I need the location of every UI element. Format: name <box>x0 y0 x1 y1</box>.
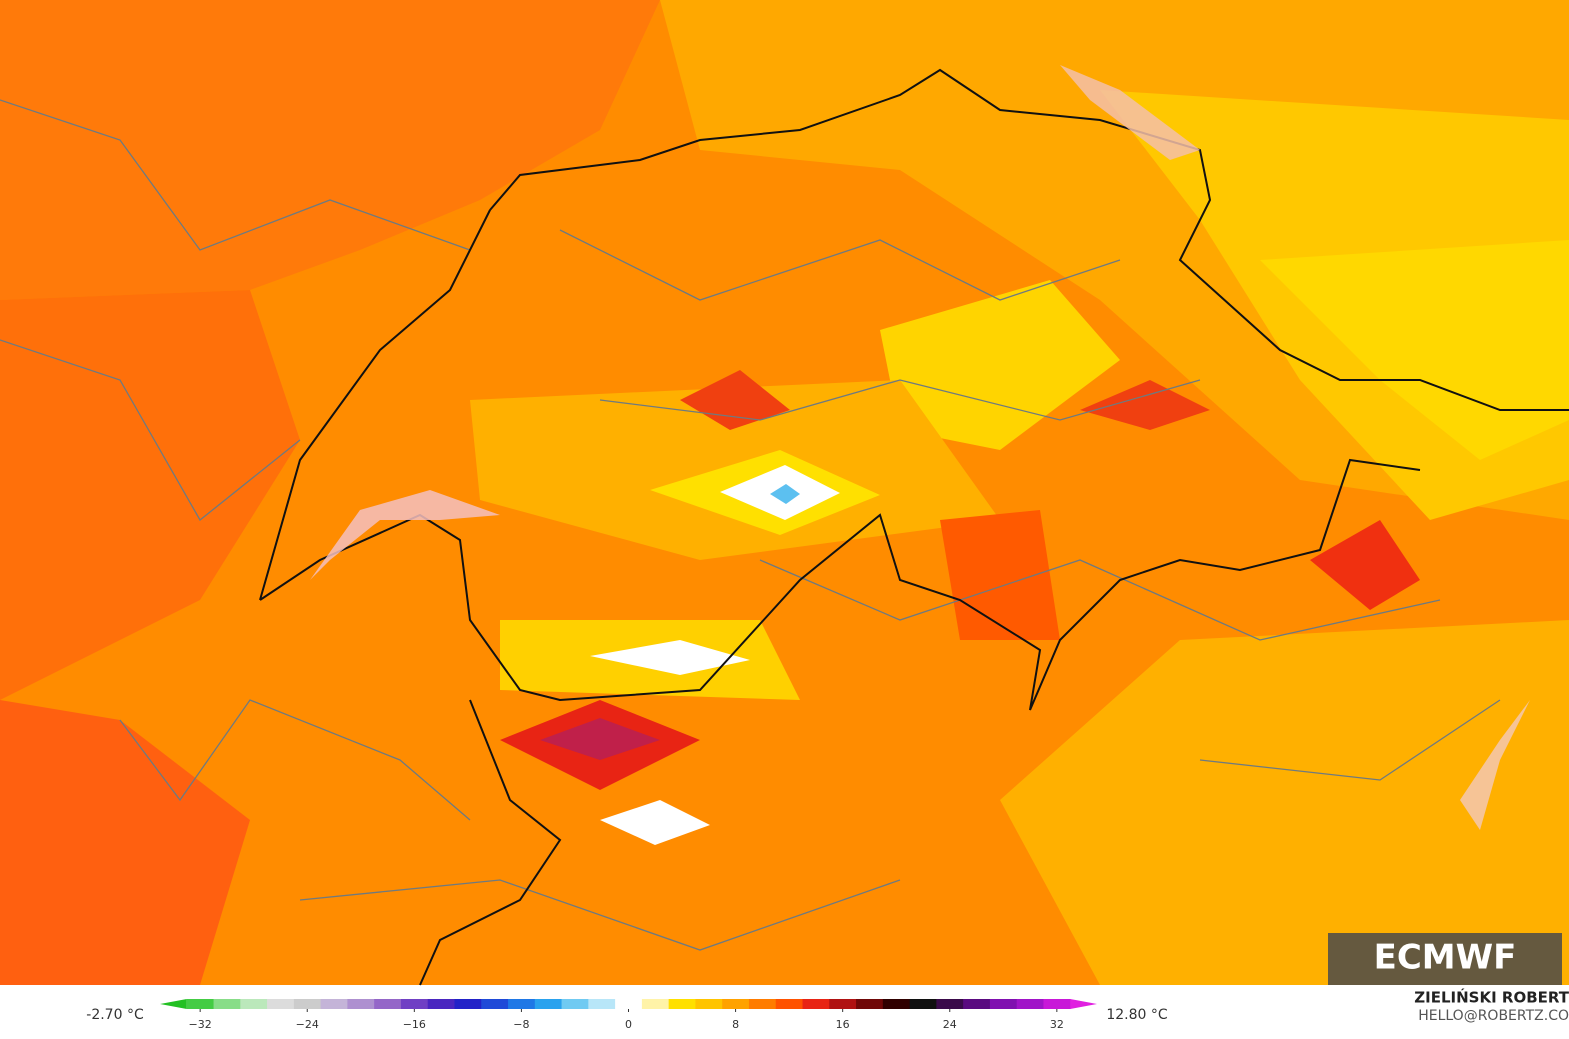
colorbar-tick-label: 32 <box>1050 1018 1064 1031</box>
colorbar-segment <box>481 999 509 1009</box>
contour-area <box>880 280 1120 450</box>
colorbar-segment <box>668 999 696 1009</box>
colorbar-tick-label: −8 <box>513 1018 529 1031</box>
colorbar-segment <box>427 999 455 1009</box>
contour-area <box>0 700 250 985</box>
colorbar-segment <box>293 999 322 1009</box>
credit-contact: HELLO@ROBERTZ.CO <box>1418 1008 1569 1024</box>
credit-name: ZIELIŃSKI ROBERT <box>1414 988 1569 1007</box>
colorbar-tick-label: 24 <box>943 1018 957 1031</box>
colorbar-segment <box>454 999 482 1009</box>
colorbar-tick-label: −24 <box>296 1018 319 1031</box>
colorbar-tick-label: −32 <box>189 1018 212 1031</box>
colorbar-segment <box>534 999 563 1009</box>
colorbar-segment <box>320 999 348 1009</box>
colorbar-segment <box>882 999 911 1009</box>
colorbar-segment <box>775 999 804 1009</box>
country-border <box>259 68 1569 986</box>
colorbar-segment <box>160 999 187 1009</box>
colorbar-segment <box>936 999 964 1009</box>
colorbar-segment <box>588 999 616 1009</box>
contour-area <box>0 290 300 700</box>
colorbar-segment <box>561 999 589 1009</box>
colorbar: −32 −24 −16 −8 0 8 16 24 32 <box>160 999 1097 1031</box>
contour-area <box>600 800 710 845</box>
colorbar-segment <box>856 999 884 1009</box>
contour-area <box>770 484 800 504</box>
colorbar-segment <box>374 999 402 1009</box>
logo-box <box>1328 933 1562 985</box>
colorbar-segment <box>1016 999 1044 1009</box>
colorbar-tick-label: 0 <box>625 1018 632 1031</box>
colorbar-segment <box>829 999 857 1009</box>
temperature-map <box>0 0 1569 986</box>
contour-area <box>1260 240 1569 460</box>
colorbar-segment <box>186 999 215 1009</box>
lake <box>310 490 500 580</box>
lake <box>1060 65 1200 160</box>
colorbar-tick-label: 16 <box>836 1018 850 1031</box>
colorbar-tick-label: 8 <box>732 1018 739 1031</box>
max-label: 12.80 °C <box>1106 1007 1168 1023</box>
colorbar-tick-label: −16 <box>403 1018 426 1031</box>
colorbar-segment <box>1043 999 1071 1009</box>
colorbar-segment <box>748 999 777 1009</box>
min-label: -2.70 °C <box>86 1007 144 1023</box>
region-border <box>0 99 1501 951</box>
colorbar-segment <box>347 999 375 1009</box>
contour-area <box>0 0 660 300</box>
colorbar-segment <box>400 999 429 1009</box>
colorbar-segment <box>802 999 830 1009</box>
contour-area <box>1080 380 1210 430</box>
colorbar-segment <box>695 999 723 1009</box>
contour-area <box>1000 620 1569 985</box>
colorbar-segment <box>641 999 670 1009</box>
colorbar-segment <box>963 999 991 1009</box>
contour-area <box>540 718 660 760</box>
contour-area <box>590 640 750 675</box>
colorbar-segment <box>267 999 295 1009</box>
colorbar-segment <box>240 999 268 1009</box>
logo: ECMWF <box>1374 938 1517 978</box>
colorbar-segment <box>989 999 1018 1009</box>
lake <box>1460 700 1530 830</box>
colorbar-segment <box>213 999 241 1009</box>
contour-area <box>680 370 790 430</box>
contour-area <box>1310 520 1420 610</box>
colorbar-segment <box>615 999 643 1009</box>
colorbar-segment <box>909 999 937 1009</box>
colorbar-segment <box>1070 999 1097 1009</box>
contour-area <box>940 510 1060 640</box>
colorbar-segment <box>722 999 750 1009</box>
colorbar-segment <box>508 999 536 1009</box>
